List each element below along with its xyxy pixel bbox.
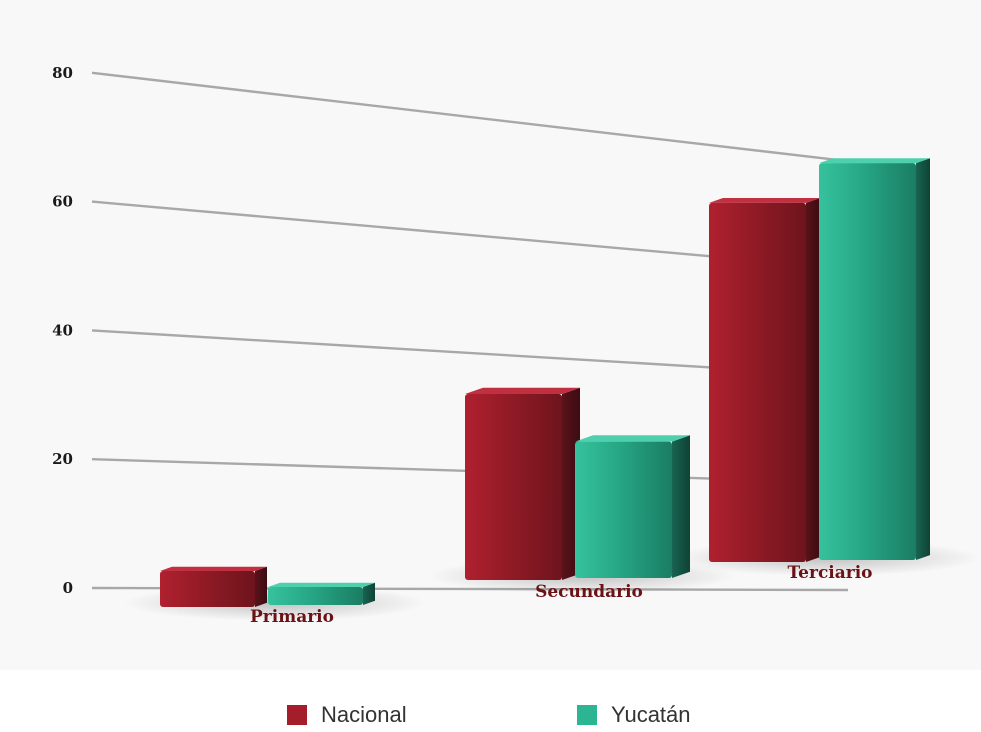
gridline-80	[92, 73, 848, 161]
legend-item-nacional: Nacional	[287, 702, 407, 728]
y-tick-label-0: 0	[63, 579, 73, 597]
chart-area: 0 20 40 60 80 Primario Secundario Terciario	[0, 0, 981, 670]
legend-swatch-nacional	[287, 705, 307, 725]
y-tick-label-60: 60	[52, 193, 73, 211]
bar-front-yucatan	[819, 163, 916, 560]
bar-nacional-terciario	[709, 198, 820, 562]
bar-front-nacional	[160, 571, 255, 607]
bar-nacional-primario	[160, 567, 267, 607]
bar-top-yucatan	[575, 435, 690, 441]
y-tick-label-80: 80	[52, 64, 73, 82]
bar-side-nacional	[255, 567, 267, 607]
legend-label-nacional: Nacional	[321, 702, 407, 728]
y-tick-label-20: 20	[52, 450, 73, 468]
bar-yucatan-terciario	[819, 158, 930, 560]
legend-swatch-yucatan	[577, 705, 597, 725]
bar-top-nacional	[465, 388, 580, 394]
bar-side-yucatan	[672, 435, 690, 578]
x-category-label-primario: Primario	[250, 607, 334, 627]
bar-top-yucatan	[819, 158, 930, 163]
legend: Nacional Yucatán	[0, 696, 981, 732]
bar-yucatan-primario	[268, 583, 375, 605]
bar-top-nacional	[709, 198, 820, 203]
bar-front-nacional	[465, 394, 562, 580]
bar-yucatan-secundario	[575, 435, 690, 578]
bar-front-nacional	[709, 203, 806, 562]
y-tick-label-40: 40	[52, 321, 73, 339]
bar-front-yucatan	[575, 442, 672, 578]
x-category-label-terciario: Terciario	[787, 563, 872, 583]
bar-chart: 0 20 40 60 80 Primario Secundario Terciario	[0, 0, 981, 670]
x-category-label-secundario: Secundario	[535, 582, 643, 602]
legend-label-yucatan: Yucatán	[611, 702, 691, 728]
legend-item-yucatan: Yucatán	[577, 702, 691, 728]
bar-side-yucatan	[916, 158, 930, 560]
bar-top-nacional	[160, 567, 267, 571]
bar-front-yucatan	[268, 587, 363, 605]
bar-top-yucatan	[268, 583, 375, 587]
bar-nacional-secundario	[465, 388, 580, 580]
bar-side-nacional	[806, 198, 820, 562]
